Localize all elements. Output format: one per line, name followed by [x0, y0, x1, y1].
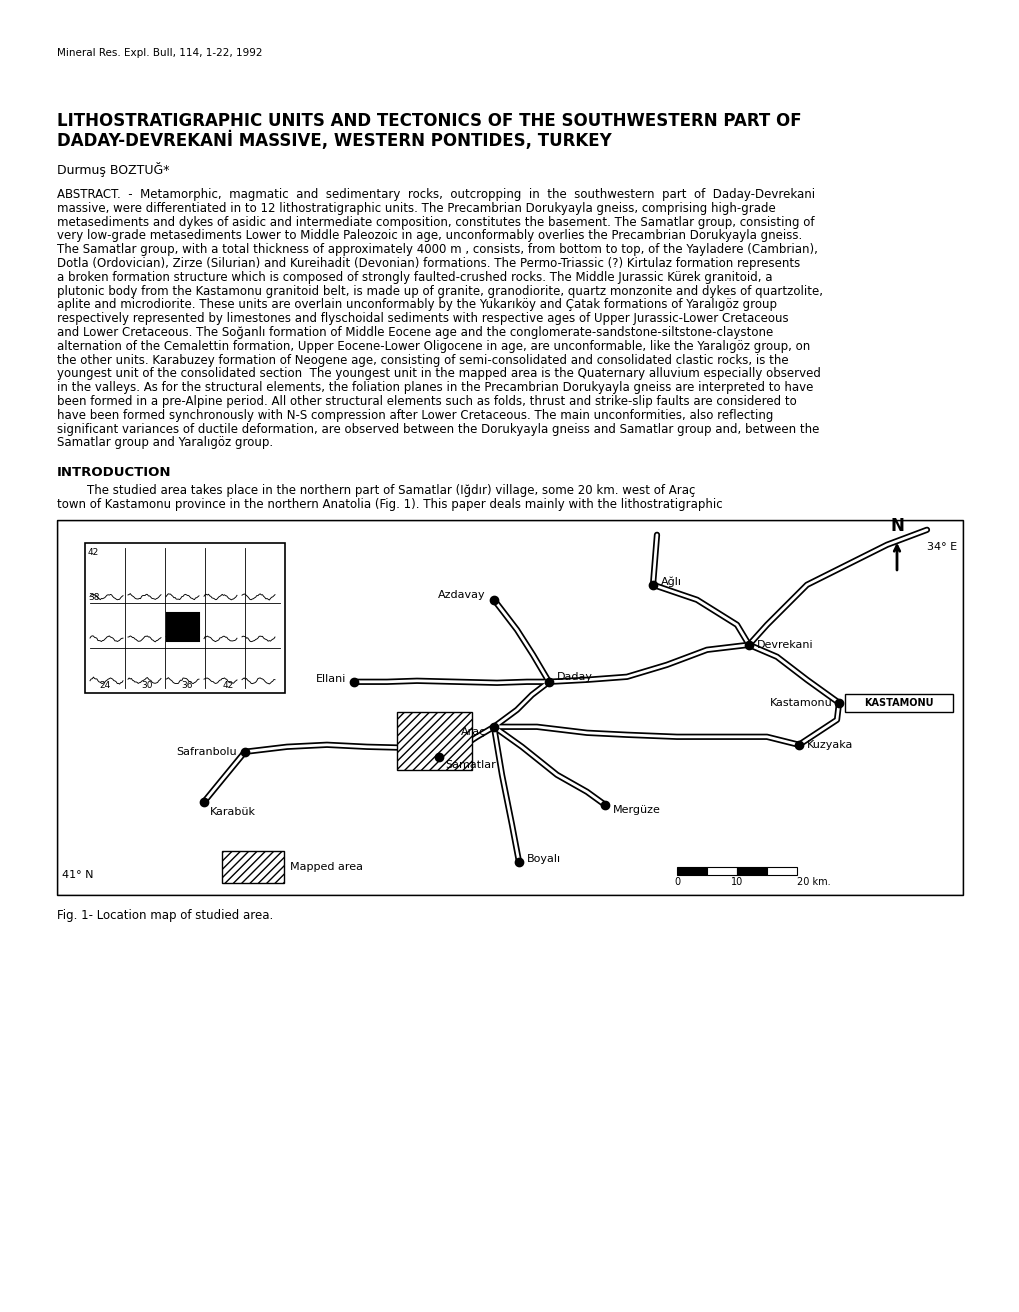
Text: massive, were differentiated in to 12 lithostratigraphic units. The Precambrian : massive, were differentiated in to 12 li…: [57, 202, 775, 215]
Bar: [396, 712, 472, 770]
Text: Daday: Daday: [556, 672, 592, 682]
Bar: [706, 867, 737, 875]
Text: respectively represented by limestones and flyschoidal sediments with respective: respectively represented by limestones a…: [57, 312, 788, 325]
Text: Araç: Araç: [461, 727, 485, 737]
Text: Durmuş BOZTUĞ*: Durmuş BOZTUĞ*: [57, 161, 169, 177]
Text: Dotla (Ordovician), Zirze (Silurian) and Kureihadit (Devonian) formations. The P: Dotla (Ordovician), Zirze (Silurian) and…: [57, 257, 800, 270]
Bar: [677, 867, 706, 875]
Text: 0: 0: [674, 876, 680, 887]
Text: DADAY-DEVREKANİ MASSIVE, WESTERN PONTIDES, TURKEY: DADAY-DEVREKANİ MASSIVE, WESTERN PONTIDE…: [57, 131, 611, 151]
Text: Karabük: Karabük: [210, 807, 256, 817]
Bar: [222, 850, 283, 883]
Bar: [766, 867, 796, 875]
Text: aplite and microdiorite. These units are overlain unconformably by the Yukarıköy: aplite and microdiorite. These units are…: [57, 298, 776, 311]
Bar: [85, 543, 284, 693]
Text: Devrekani: Devrekani: [756, 640, 813, 649]
Text: 38: 38: [88, 593, 100, 602]
Text: 42: 42: [88, 548, 99, 556]
Text: a broken formation structure which is composed of strongly faulted-crushed rocks: a broken formation structure which is co…: [57, 270, 771, 283]
Text: in the valleys. As for the structural elements, the foliation planes in the Prec: in the valleys. As for the structural el…: [57, 382, 812, 394]
Text: 36: 36: [181, 681, 193, 690]
Text: Ellani: Ellani: [315, 674, 345, 684]
Text: Safranbolu: Safranbolu: [176, 747, 236, 757]
Text: have been formed synchronously with N-S compression after Lower Cretaceous. The : have been formed synchronously with N-S …: [57, 409, 772, 421]
Bar: [737, 867, 766, 875]
Text: N: N: [890, 517, 903, 535]
Text: Mergüze: Mergüze: [612, 804, 660, 815]
Text: Fig. 1- Location map of studied area.: Fig. 1- Location map of studied area.: [57, 909, 273, 922]
Text: very low-grade metasediments Lower to Middle Paleozoic in age, unconformably ove: very low-grade metasediments Lower to Mi…: [57, 230, 802, 243]
Text: town of Kastamonu province in the northern Anatolia (Fig. 1). This paper deals m: town of Kastamonu province in the northe…: [57, 499, 721, 510]
Text: 10: 10: [731, 876, 743, 887]
Text: Mapped area: Mapped area: [289, 862, 363, 871]
Text: KASTAMONU: KASTAMONU: [863, 698, 932, 707]
Bar: [844, 694, 952, 712]
Text: alternation of the Cemalettin formation, Upper Eocene-Lower Oligocene in age, ar: alternation of the Cemalettin formation,…: [57, 340, 809, 353]
Bar: [167, 613, 199, 640]
Text: Samatlar: Samatlar: [444, 760, 495, 770]
Text: Samatlar group and Yaralıgöz group.: Samatlar group and Yaralıgöz group.: [57, 437, 273, 450]
Text: youngest unit of the consolidated section  The youngest unit in the mapped area : youngest unit of the consolidated sectio…: [57, 367, 820, 380]
Text: Boyalı: Boyalı: [527, 854, 560, 863]
Text: LITHOSTRATIGRAPHIC UNITS AND TECTONICS OF THE SOUTHWESTERN PART OF: LITHOSTRATIGRAPHIC UNITS AND TECTONICS O…: [57, 112, 801, 130]
Text: Ağlı: Ağlı: [660, 576, 682, 586]
Bar: [57, 520, 962, 895]
Text: significant variances of ductile deformation, are observed between the Dorukyayl: significant variances of ductile deforma…: [57, 422, 818, 436]
Text: ABSTRACT.  -  Metamorphic,  magmatic  and  sedimentary  rocks,  outcropping  in : ABSTRACT. - Metamorphic, magmatic and se…: [57, 188, 814, 201]
Text: 20 km.: 20 km.: [796, 876, 829, 887]
Text: 24: 24: [99, 681, 110, 690]
Text: Azdavay: Azdavay: [438, 590, 485, 600]
Text: Mineral Res. Expl. Bull, 114, 1-22, 1992: Mineral Res. Expl. Bull, 114, 1-22, 1992: [57, 49, 262, 58]
Text: 30: 30: [141, 681, 153, 690]
Text: The Samatlar group, with a total thickness of approximately 4000 m , consists, f: The Samatlar group, with a total thickne…: [57, 243, 817, 256]
Text: Kuzyaka: Kuzyaka: [806, 740, 853, 749]
Text: The studied area takes place in the northern part of Samatlar (Iğdır) village, s: The studied area takes place in the nort…: [57, 484, 695, 497]
Text: metasediments and dykes of asidic and intermediate composition, constitutes the : metasediments and dykes of asidic and in…: [57, 215, 814, 228]
Text: been formed in a pre-Alpine period. All other structural elements such as folds,: been formed in a pre-Alpine period. All …: [57, 395, 796, 408]
Text: and Lower Cretaceous. The Soğanlı formation of Middle Eocene age and the conglom: and Lower Cretaceous. The Soğanlı format…: [57, 325, 772, 338]
Text: the other units. Karabuzey formation of Neogene age, consisting of semi-consolid: the other units. Karabuzey formation of …: [57, 354, 788, 366]
Text: 42: 42: [222, 681, 233, 690]
Text: INTRODUCTION: INTRODUCTION: [57, 466, 171, 479]
Text: 34° E: 34° E: [926, 542, 956, 552]
Text: 41° N: 41° N: [62, 870, 94, 880]
Text: plutonic body from the Kastamonu granitoid belt, is made up of granite, granodio: plutonic body from the Kastamonu granito…: [57, 285, 822, 298]
Text: Kastamonu: Kastamonu: [769, 698, 833, 707]
